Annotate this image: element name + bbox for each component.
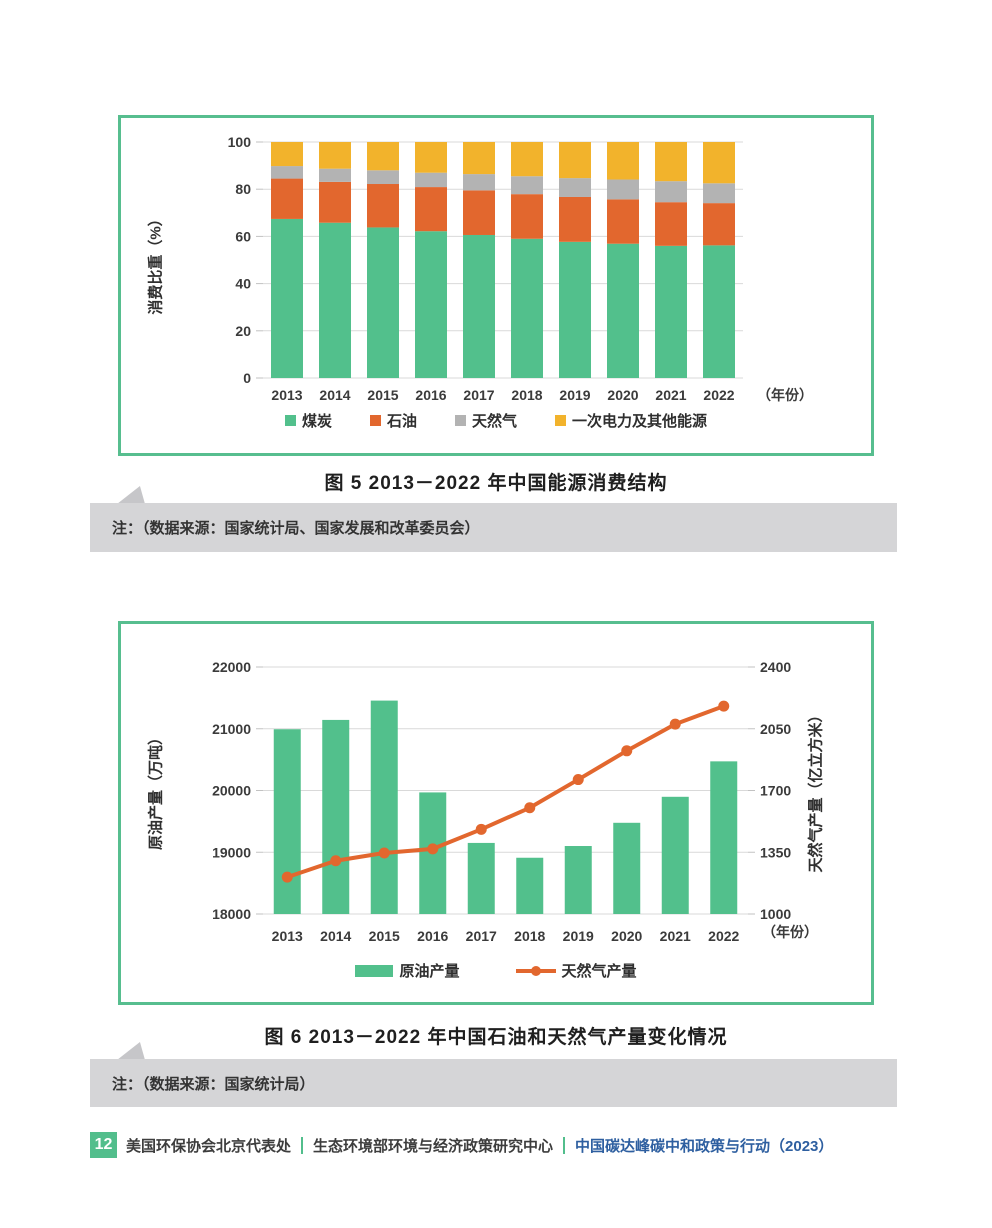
legend-label: 天然气 [472, 413, 518, 430]
svg-text:2013: 2013 [271, 387, 302, 403]
legend-swatch-icon [555, 415, 567, 426]
svg-text:22000: 22000 [212, 659, 251, 675]
figure6-chart-card: 18000 19000 20000 21000 22000 1000 1350 1700 205… [118, 621, 874, 1005]
legend-swatch-icon [369, 415, 381, 426]
figure6-left-axis-title: 原油产量（万吨） [147, 729, 165, 851]
svg-text:20: 20 [235, 323, 251, 339]
figure5-caption: 图 5 2013－2022 年中国能源消费结构 [324, 473, 668, 494]
legend-label: 煤炭 [301, 413, 332, 430]
svg-text:2019: 2019 [559, 387, 590, 403]
svg-text:2015: 2015 [367, 387, 398, 403]
figure6-note-text: 注：（数据来源：国家统计局） [112, 1075, 315, 1093]
svg-text:60: 60 [235, 228, 251, 244]
footer-separator [563, 1136, 566, 1154]
legend-swatch-icon [284, 415, 296, 426]
svg-text:2020: 2020 [607, 387, 638, 403]
legend-item: 一次电力及其他能源 [555, 410, 707, 431]
svg-text:80: 80 [235, 181, 251, 197]
svg-text:2021: 2021 [655, 387, 686, 403]
figure5-chart-card: 0 20 40 60 80 100 2013 2014 2015 2016 2017 2018 2019… [118, 115, 874, 456]
svg-text:2017: 2017 [466, 928, 497, 944]
svg-text:2014: 2014 [320, 928, 351, 944]
legend-item: 煤炭 [284, 410, 332, 431]
svg-text:0: 0 [243, 370, 251, 386]
legend-label: 石油 [386, 413, 417, 430]
svg-text:40: 40 [235, 276, 251, 292]
svg-text:1350: 1350 [760, 844, 791, 860]
svg-text:2400: 2400 [760, 659, 791, 675]
svg-text:21000: 21000 [212, 721, 251, 737]
svg-text:2022: 2022 [703, 387, 734, 403]
figure6-note: 注：（数据来源：国家统计局） [90, 1059, 897, 1107]
footer-org-2: 生态环境部环境与经济政策研究中心 [313, 1137, 554, 1155]
svg-text:2019: 2019 [563, 928, 594, 944]
figure5-legend: 煤炭 石油 天然气 一次电力及其他能源 [121, 410, 871, 431]
footer-org-1: 美国环保协会北京代表处 [126, 1137, 292, 1155]
legend-label: 原油产量 [399, 963, 460, 980]
svg-text:18000: 18000 [212, 906, 251, 922]
svg-text:2020: 2020 [611, 928, 642, 944]
svg-text:2015: 2015 [369, 928, 400, 944]
legend-label: 天然气产量 [561, 963, 637, 980]
legend-bar-swatch-icon [355, 964, 394, 977]
footer-report-title: 中国碳达峰碳中和政策与行动（2023） [575, 1137, 834, 1155]
svg-text:20000: 20000 [212, 783, 251, 799]
figure6-caption: 图 6 2013－2022 年中国石油和天然气产量变化情况 [264, 1027, 728, 1048]
svg-text:2022: 2022 [708, 928, 739, 944]
page-number-badge: 12 [90, 1132, 117, 1158]
svg-text:1700: 1700 [760, 783, 791, 799]
svg-text:2050: 2050 [760, 721, 791, 737]
svg-text:（年份）: （年份） [762, 924, 818, 940]
svg-text:2016: 2016 [415, 387, 446, 403]
legend-item: 天然气产量 [515, 960, 637, 981]
svg-text:2016: 2016 [417, 928, 448, 944]
svg-text:（年份）: （年份） [757, 387, 813, 403]
figure5-note: 注：（数据来源：国家统计局、国家发展和改革委员会） [90, 503, 897, 552]
legend-swatch-icon [455, 415, 466, 426]
svg-text:2013: 2013 [272, 928, 303, 944]
figure6-right-axis-title: 天然气产量（亿立方米） [807, 707, 825, 873]
legend-line-swatch-icon [515, 965, 556, 977]
svg-text:1000: 1000 [760, 906, 791, 922]
svg-text:2018: 2018 [514, 928, 545, 944]
legend-item: 天然气 [455, 410, 517, 431]
svg-text:19000: 19000 [212, 844, 251, 860]
footer-separator [301, 1136, 304, 1154]
figure6-combo-chart: 18000 19000 20000 21000 22000 1000 1350 1700 205… [212, 659, 818, 944]
figure6-legend: 原油产量 天然气产量 [121, 960, 871, 981]
svg-text:2021: 2021 [660, 928, 691, 944]
page-footer: 12 美国环保协会北京代表处 生态环境部环境与经济政策研究中心 中国碳达峰碳中和… [90, 1131, 932, 1159]
legend-label: 一次电力及其他能源 [572, 413, 708, 430]
svg-text:2014: 2014 [319, 387, 350, 403]
svg-text:100: 100 [228, 134, 252, 150]
legend-item: 原油产量 [355, 960, 460, 981]
legend-item: 石油 [369, 410, 417, 431]
figure5-y-axis-title: 消费比重（%） [147, 211, 165, 315]
figure5-note-text: 注：（数据来源：国家统计局、国家发展和改革委员会） [112, 520, 480, 537]
figure5-stacked-bar-chart: 0 20 40 60 80 100 2013 2014 2015 2016 2017 2018 2019… [228, 134, 813, 403]
svg-text:2017: 2017 [463, 387, 494, 403]
svg-text:2018: 2018 [511, 387, 542, 403]
